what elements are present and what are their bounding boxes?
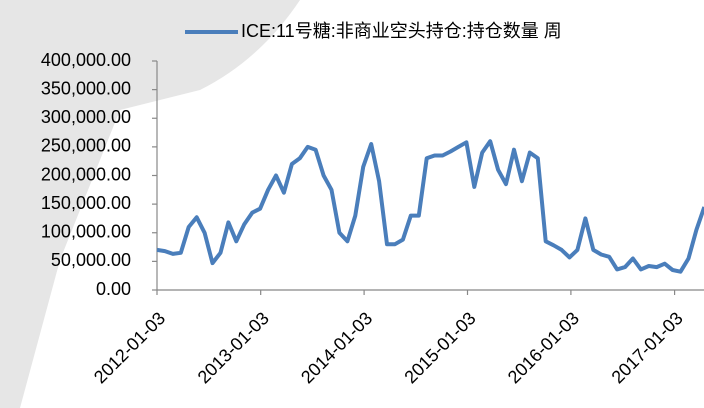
y-tick-label: 150,000.00 [41, 193, 131, 213]
x-tick-label: 2015-01-03 [400, 308, 479, 387]
x-tick-label: 2016-01-03 [504, 308, 583, 387]
watermark [0, 0, 300, 408]
y-tick-label: 350,000.00 [41, 78, 131, 98]
y-tick-label: 200,000.00 [41, 164, 131, 184]
y-tick-label: 300,000.00 [41, 107, 131, 127]
x-tick-label: 2017-01-03 [608, 308, 687, 387]
y-tick-label: 250,000.00 [41, 136, 131, 156]
y-tick-label: 100,000.00 [41, 222, 131, 242]
legend-label: ICE:11号糖:非商业空头持仓:持仓数量 周 [241, 21, 562, 41]
series-line [156, 139, 704, 274]
y-tick-label: 0.00 [96, 279, 131, 299]
x-tick-label: 2013-01-03 [194, 308, 273, 387]
y-tick-label: 400,000.00 [41, 50, 131, 70]
x-tick-label: 2012-01-03 [90, 308, 169, 387]
x-tick-label: 2014-01-03 [297, 308, 376, 387]
y-tick-label: 50,000.00 [51, 250, 131, 270]
